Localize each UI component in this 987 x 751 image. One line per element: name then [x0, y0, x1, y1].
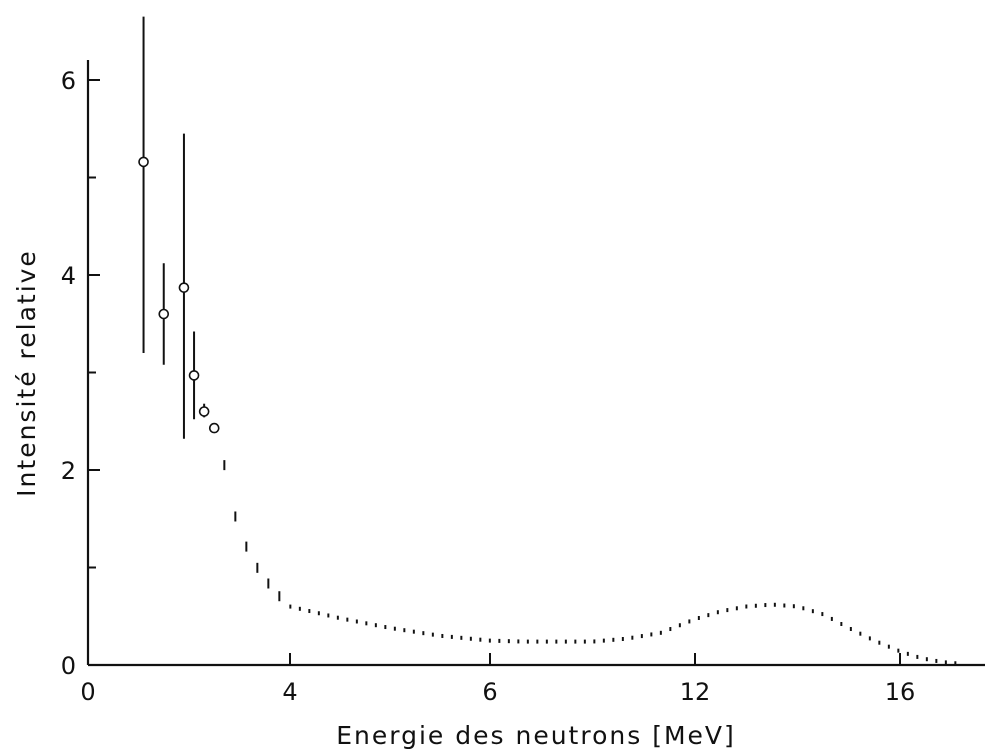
y-axis-label: Intensité relative — [12, 249, 41, 497]
data-point — [158, 308, 170, 320]
data-point — [178, 282, 190, 293]
y-tick-label: 2 — [61, 457, 76, 485]
data-points-series — [138, 16, 220, 439]
x-axis-label: Energie des neutrons [MeV] — [336, 721, 736, 750]
y-tick-label: 6 — [61, 67, 76, 95]
x-tick-label: 6 — [482, 678, 497, 706]
dashed-curve-series — [223, 460, 957, 666]
y-tick-label: 0 — [61, 652, 76, 680]
x-tick-label: 16 — [885, 678, 916, 706]
y-tick-label: 4 — [61, 262, 76, 290]
x-tick-label: 0 — [80, 678, 95, 706]
ticks: 0 4 6 12 16 0 2 4 6 — [61, 67, 916, 706]
x-tick-label: 12 — [680, 678, 711, 706]
data-point — [138, 156, 149, 168]
data-point — [208, 422, 220, 434]
data-point — [198, 406, 210, 417]
x-tick-label: 4 — [282, 678, 297, 706]
data-point — [188, 370, 200, 381]
